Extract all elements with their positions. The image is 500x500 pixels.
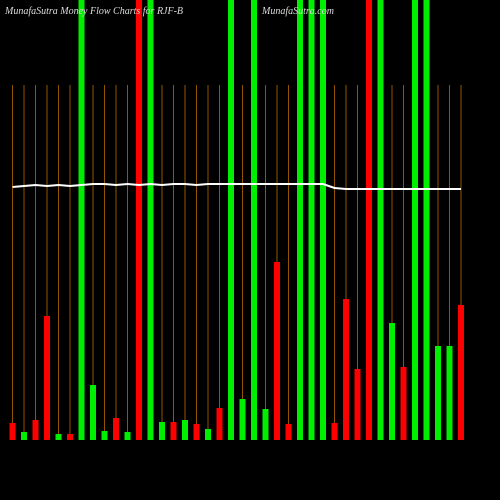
bar bbox=[182, 420, 188, 440]
bar bbox=[21, 432, 27, 440]
bar bbox=[55, 434, 62, 440]
bar bbox=[262, 409, 269, 440]
bar bbox=[101, 431, 108, 440]
bar bbox=[147, 0, 154, 440]
bar bbox=[400, 367, 407, 440]
bars bbox=[9, 0, 464, 440]
bar bbox=[228, 0, 234, 440]
bar bbox=[366, 0, 372, 440]
bar bbox=[320, 0, 326, 440]
bar bbox=[251, 0, 257, 440]
bar bbox=[90, 385, 96, 440]
bar bbox=[124, 432, 131, 440]
bar bbox=[412, 0, 418, 440]
bar bbox=[274, 262, 280, 440]
bar bbox=[423, 0, 430, 440]
bar bbox=[193, 424, 200, 440]
bar bbox=[331, 423, 338, 440]
bar bbox=[297, 0, 303, 440]
bar bbox=[216, 408, 223, 440]
bar bbox=[205, 429, 211, 440]
bar bbox=[435, 346, 441, 440]
bar bbox=[308, 0, 315, 440]
bar bbox=[239, 399, 246, 440]
bar bbox=[67, 434, 73, 440]
bar bbox=[354, 369, 361, 440]
bar bbox=[377, 0, 384, 440]
bar bbox=[389, 323, 395, 440]
bar bbox=[159, 422, 165, 440]
bar bbox=[446, 346, 453, 440]
trend-line bbox=[12, 182, 461, 190]
chart-subtitle: MunafaSutra.com bbox=[261, 6, 334, 17]
bar bbox=[44, 316, 50, 440]
bar bbox=[78, 0, 85, 440]
bar bbox=[458, 305, 464, 440]
bar bbox=[9, 423, 16, 440]
bar bbox=[32, 420, 39, 440]
bar bbox=[113, 418, 119, 440]
bar bbox=[285, 424, 292, 440]
bar bbox=[343, 299, 349, 440]
bar bbox=[136, 0, 142, 440]
bar bbox=[170, 422, 177, 440]
chart-title: MunafaSutra Money Flow Charts for RJF-B bbox=[4, 6, 183, 17]
